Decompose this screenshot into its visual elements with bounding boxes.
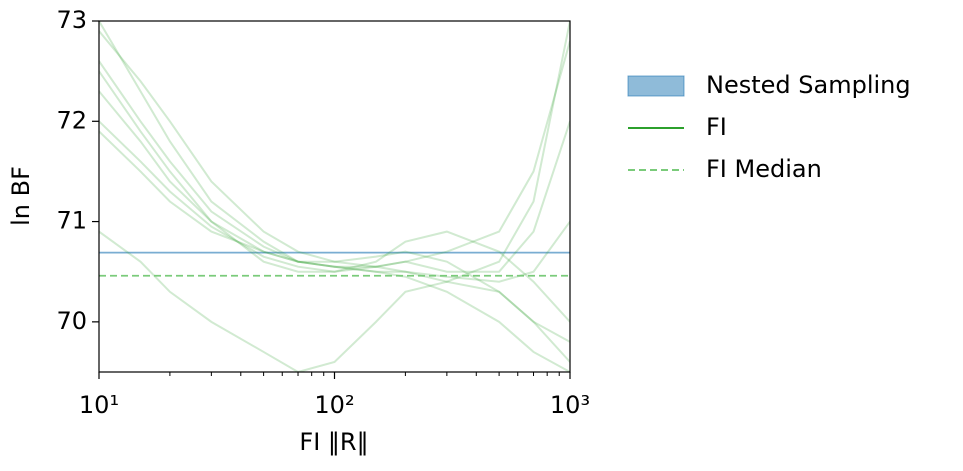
y-tick-label: 73 bbox=[56, 6, 87, 34]
x-tick-label: 10³ bbox=[550, 391, 590, 419]
plot-area bbox=[99, 21, 570, 372]
legend-swatch bbox=[627, 75, 685, 97]
y-tick-label: 72 bbox=[56, 106, 87, 134]
fi-curve bbox=[99, 130, 570, 372]
y-axis-label: ln BF bbox=[7, 166, 35, 226]
x-axis-label: FI ‖R‖ bbox=[299, 428, 368, 456]
x-tick-label: 10¹ bbox=[79, 391, 119, 419]
y-tick-label: 71 bbox=[56, 207, 87, 235]
plot-frame bbox=[98, 20, 571, 373]
legend-label: FI bbox=[706, 113, 727, 141]
legend-label: FI Median bbox=[706, 155, 822, 183]
fi-curve bbox=[99, 21, 570, 283]
fi-curve bbox=[99, 40, 570, 268]
x-tick-label: 10² bbox=[314, 391, 354, 419]
fi-curve bbox=[99, 21, 570, 283]
fi-curve bbox=[99, 70, 570, 323]
legend-label: Nested Sampling bbox=[706, 71, 911, 99]
fi-curve bbox=[99, 120, 570, 273]
fi-curve bbox=[99, 90, 570, 363]
y-tick-label: 70 bbox=[56, 307, 87, 335]
fi-curve bbox=[99, 230, 570, 372]
